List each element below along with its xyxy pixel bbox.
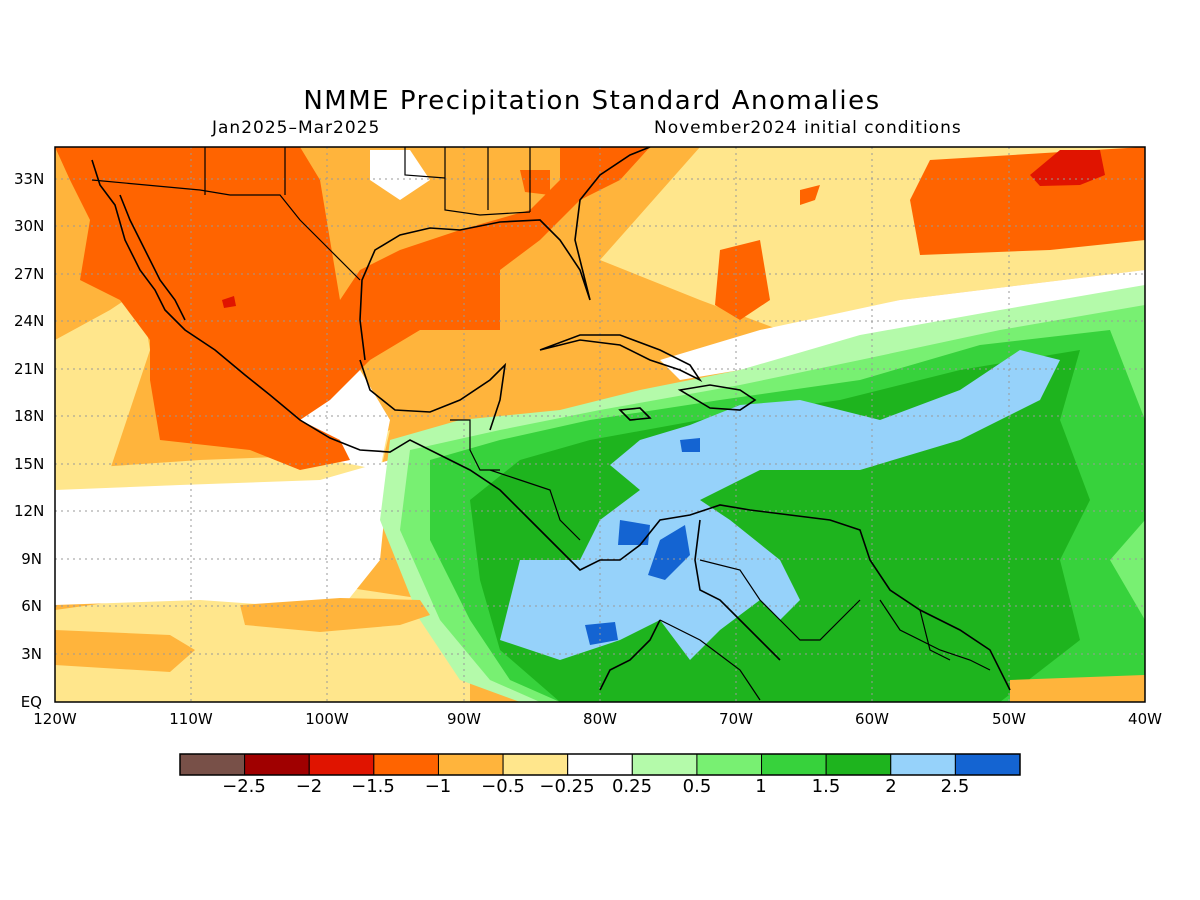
lat-tick: EQ (20, 693, 42, 711)
lon-tick: 70W (719, 710, 753, 728)
lon-tick: 100W (305, 710, 349, 728)
colorbar-swatch (696, 753, 763, 776)
colorbar-swatch (761, 753, 827, 776)
colorbar-label: −0.25 (539, 776, 595, 797)
lon-tick: 110W (169, 710, 213, 728)
colorbar-swatch (373, 753, 439, 776)
colorbar-swatch (308, 753, 375, 776)
lat-tick: 3N (21, 645, 42, 663)
colorbar-swatch (179, 753, 246, 776)
colorbar-label: 2 (885, 776, 897, 797)
lat-tick: 9N (21, 550, 42, 568)
colorbar-label: −1 (424, 776, 452, 797)
lat-tick: 24N (14, 312, 45, 330)
colorbar-label: −2 (295, 776, 323, 797)
colorbar-label: 2.5 (940, 776, 970, 797)
colorbar-label: 0.25 (611, 776, 653, 797)
lat-tick: 6N (21, 597, 42, 615)
colorbar-label: −1.5 (351, 776, 395, 797)
colorbar-swatch (631, 753, 698, 776)
colorbar-label: 1.5 (811, 776, 841, 797)
coastlines (91, 147, 1011, 691)
colorbar-label: −2.5 (222, 776, 266, 797)
lon-tick: 50W (992, 710, 1026, 728)
lon-tick: 40W (1128, 710, 1162, 728)
forecast-period: Jan2025–Mar2025 (212, 118, 381, 138)
colorbar-swatch (890, 753, 956, 776)
map-title: NMME Precipitation Standard Anomalies (303, 86, 881, 116)
lat-tick: 30N (14, 217, 45, 235)
map-frame (54, 146, 1146, 703)
colorbar-swatch (825, 753, 892, 776)
colorbar-swatch (244, 753, 310, 776)
borders (91, 147, 991, 701)
anomaly-field (55, 147, 1145, 702)
colorbar-label: 1 (755, 776, 767, 797)
lat-tick: 27N (14, 265, 45, 283)
lon-tick: 120W (33, 710, 77, 728)
colorbar-swatch (954, 753, 1021, 776)
colorbar-swatch (567, 753, 633, 776)
initial-conditions: November2024 initial conditions (654, 118, 962, 138)
colorbar-swatch (502, 753, 569, 776)
lat-tick: 15N (14, 455, 45, 473)
lon-tick: 90W (447, 710, 481, 728)
lat-tick: 18N (14, 407, 45, 425)
colorbar-swatch (437, 753, 504, 776)
lon-tick: 60W (855, 710, 889, 728)
colorbar-label: −0.5 (481, 776, 525, 797)
lat-tick: 21N (14, 360, 45, 378)
lat-tick: 33N (14, 170, 45, 188)
lon-tick: 80W (583, 710, 617, 728)
lat-tick: 12N (14, 502, 45, 520)
colorbar-label: 0.5 (682, 776, 712, 797)
